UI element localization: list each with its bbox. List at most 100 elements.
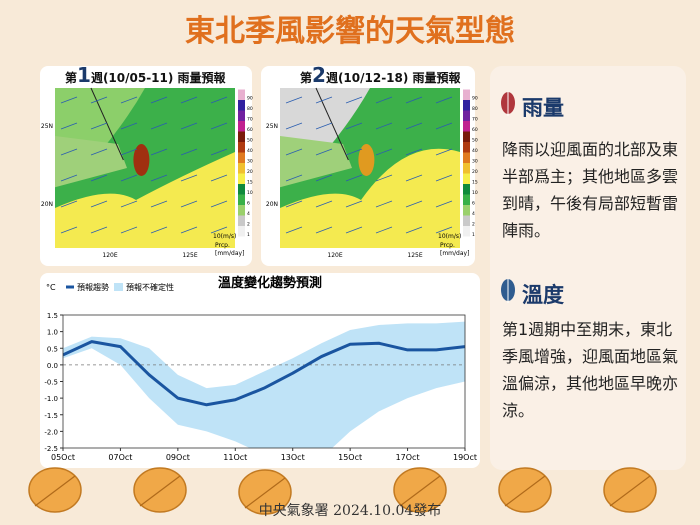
leaf-vein [244,477,286,509]
colorbar-cell [238,100,245,111]
wind-arrow [180,96,198,104]
map-title-part: 週(10/05-11) 雨量預報 [91,70,227,85]
wind-arrow [180,148,198,156]
wind-arrow [90,174,108,182]
unit-label: Prcp. [215,242,230,249]
colorbar-label: 1 [472,232,475,238]
lat-label: 20N [266,201,278,208]
temp-text: 第1週期中至期末，東北季風增強，迎風面地區氣溫偏涼，其他地區早晚亦涼。 [502,320,679,420]
y-tick-label: 0.0 [47,362,58,370]
legend-label: 預報不確定性 [126,282,174,292]
coast [90,87,124,161]
colorbar-label: 2 [472,222,475,228]
wind-arrow [285,226,303,234]
leaf-vein [609,475,651,507]
unit-label: [mm/day] [440,250,469,257]
colorbar-cell [463,100,470,111]
wind-arrow [150,200,168,208]
colorbar-cell [463,131,470,142]
plot [63,321,465,448]
wind-arrow [90,148,108,156]
map-title-part: 第 [300,70,312,85]
wind-arrow [120,200,138,208]
colorbar-label: 30 [472,159,478,165]
wind-arrow [210,122,228,130]
wind-arrow [315,226,333,234]
colorbar-cell [463,121,470,132]
colorbar-cell [463,163,470,174]
x-tick-label: 15Oct [338,453,362,462]
colorbar-cell [463,89,470,100]
map-dry [280,148,460,248]
wind-arrow [210,200,228,208]
wind-arrow [405,226,423,234]
wind-arrow [210,96,228,104]
wind-arrow [180,174,198,182]
lat-label: 25N [41,123,53,130]
wind-arrow [375,122,393,130]
uncertainty-band [63,321,465,448]
wind-arrow [375,174,393,182]
colorbar-cell [238,131,245,142]
colorbar-cell [238,215,245,226]
wind-arrow [60,122,78,130]
wind-arrow [120,174,138,182]
wind-arrow [435,122,453,130]
wind-arrow [60,174,78,182]
wind-arrow [405,148,423,156]
taiwan [358,144,375,176]
wind-arrow [180,200,198,208]
colorbar-label: 50 [472,138,478,144]
leaf-vein [399,475,441,507]
x-tick-label: 09Oct [166,453,190,462]
text-panel [490,66,686,470]
wind-arrow [180,122,198,130]
colorbar-label: 6 [247,201,250,207]
x-tick-label: 05Oct [51,453,75,462]
wind-arrow [345,122,363,130]
colorbar-cell [463,173,470,184]
wind-arrow [150,148,168,156]
colorbar-label: 30 [247,159,253,165]
rain-text: 降雨以迎風面的北部及東半部爲主；其他地區多雲到晴，午後有局部短暫雷陣雨。 [502,140,679,240]
colorbar-label: 1 [247,232,250,238]
colorbar-label: 80 [247,106,253,112]
colorbar-label: 10 [472,190,478,196]
y-label: °C [46,283,56,292]
colorbar-cell [463,205,470,216]
wind-arrow [345,174,363,182]
unit-label: [mm/day] [215,250,244,257]
wind-arrow [405,96,423,104]
wind-arrow [120,148,138,156]
legend-label: 預報趨勢 [77,282,109,292]
chart-title: 溫度變化趨勢預測 [218,275,322,291]
wind-arrow [210,148,228,156]
x-tick-label: 17Oct [396,453,420,462]
colorbar-cell [463,142,470,153]
wind-arrow [90,96,108,104]
colorbar-label: 50 [247,138,253,144]
wind-label: 10(m/s) [438,233,461,240]
wind-arrow [405,174,423,182]
map-dry [55,152,235,248]
colorbar-label: 40 [472,148,478,154]
lon-label: 125E [407,252,422,259]
x-tick-label: 11Oct [223,453,247,462]
colorbar-cell [463,184,470,195]
wind-arrow [375,226,393,234]
y-tick-label: 1.5 [47,312,58,320]
map-title-part: 週(10/12-18) 雨量預報 [326,70,462,85]
wind-arrow [285,200,303,208]
wind-arrow [60,96,78,104]
colorbar-label: 15 [472,180,478,186]
wind-arrow [150,122,168,130]
wind-arrow [120,226,138,234]
wind-arrow [210,226,228,234]
colorbar-cell [463,226,470,237]
wind-arrow [210,174,228,182]
map-title-part: 1 [77,63,91,87]
lat-label: 25N [266,123,278,130]
colorbar-cell [238,163,245,174]
